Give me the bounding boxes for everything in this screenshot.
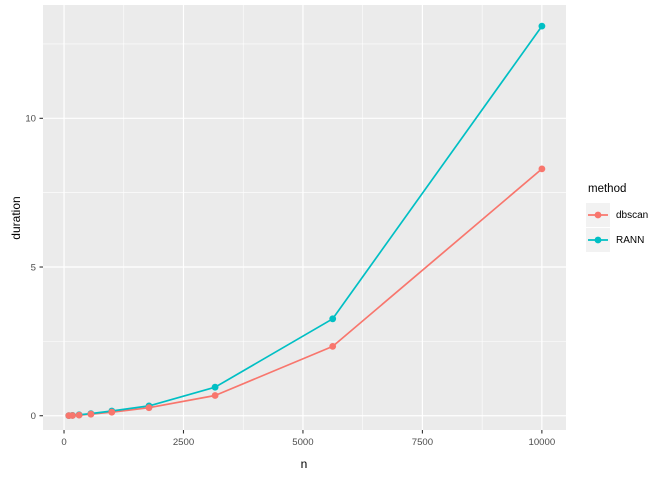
legend-item-dbscan: dbscan bbox=[586, 203, 648, 227]
y-axis-tick-label: 0 bbox=[31, 411, 36, 422]
legend-glyph-line-point-icon bbox=[588, 211, 608, 219]
panel-background bbox=[43, 5, 566, 430]
data-point-dbscan bbox=[87, 410, 95, 418]
legend-title: method bbox=[588, 183, 627, 195]
x-axis-tick-label: 5000 bbox=[292, 437, 313, 448]
x-axis-tick-label: 10000 bbox=[529, 437, 556, 448]
x-axis-title: n bbox=[300, 457, 308, 471]
x-axis-tick-label: 2500 bbox=[173, 437, 194, 448]
data-point-dbscan bbox=[145, 404, 153, 412]
legend-item-rann: RANN bbox=[586, 228, 648, 252]
data-point-dbscan bbox=[75, 411, 83, 419]
y-axis-tick-label: 10 bbox=[25, 114, 36, 125]
data-point-RANN bbox=[329, 315, 337, 323]
legend: method dbscan RANN bbox=[586, 183, 648, 253]
data-point-RANN bbox=[211, 383, 219, 391]
data-point-dbscan bbox=[329, 343, 337, 350]
legend-key-rann bbox=[586, 228, 610, 252]
x-axis-tick-label: 7500 bbox=[412, 437, 433, 448]
legend-glyph-line-point-icon bbox=[588, 236, 608, 244]
data-point-dbscan bbox=[108, 408, 116, 416]
data-point-dbscan bbox=[69, 412, 76, 419]
data-point-RANN bbox=[538, 22, 546, 30]
legend-key-dbscan bbox=[586, 203, 610, 227]
legend-label-dbscan: dbscan bbox=[616, 209, 649, 221]
y-axis-title: duration bbox=[9, 196, 23, 240]
x-axis-tick-label: 0 bbox=[61, 437, 66, 448]
legend-label-rann: RANN bbox=[616, 234, 645, 246]
data-point-dbscan bbox=[211, 392, 219, 399]
data-point-dbscan bbox=[538, 165, 546, 173]
y-axis-tick-label: 5 bbox=[31, 262, 36, 273]
